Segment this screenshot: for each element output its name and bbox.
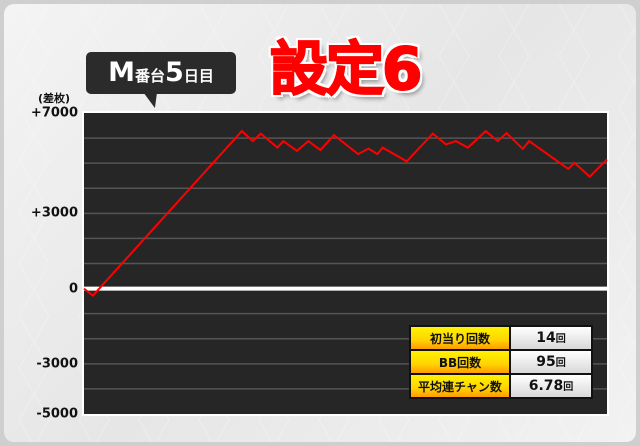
stats-row-bb-count: BB回数 95回	[411, 351, 591, 373]
y-tick-label: -3000	[36, 356, 78, 372]
stats-table: 初当り回数 14回 BB回数 95回 平均連チャン数 6.78回	[409, 325, 593, 399]
machine-day-bubble: M番台 5 日目	[86, 52, 236, 94]
machine-label: M番台	[108, 57, 166, 88]
y-tick-label: +7000	[30, 105, 78, 121]
diff-coins-line	[83, 129, 608, 297]
stat-label: BB回数	[411, 351, 509, 373]
stat-value: 6.78回	[511, 375, 591, 397]
setting-title: 設定6	[269, 34, 423, 104]
day-number: 5	[165, 57, 184, 88]
stat-label: 平均連チャン数	[411, 375, 509, 397]
stats-row-first-hits: 初当り回数 14回	[411, 327, 591, 349]
stat-value: 14回	[511, 327, 591, 349]
stat-value: 95回	[511, 351, 591, 373]
y-tick-label: 0	[68, 281, 78, 297]
day-suffix: 日目	[183, 67, 214, 85]
y-axis-label: (差枚)	[38, 92, 71, 105]
y-tick-label: -5000	[36, 406, 78, 422]
stat-label: 初当り回数	[411, 327, 509, 349]
stats-row-avg-chain: 平均連チャン数 6.78回	[411, 375, 591, 397]
y-tick-label: +3000	[30, 205, 78, 221]
